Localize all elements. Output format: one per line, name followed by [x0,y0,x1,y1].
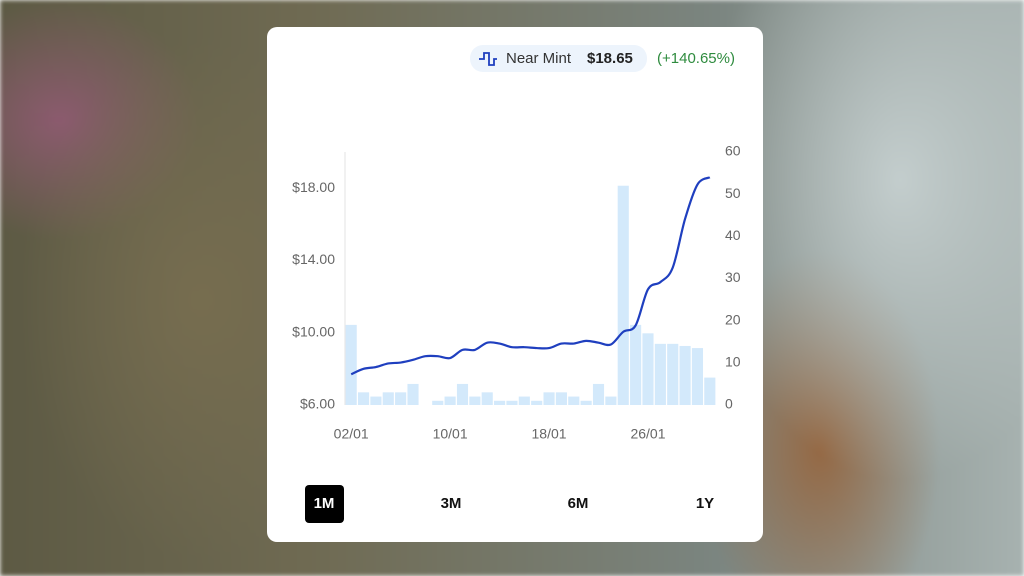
volume-bar [494,400,506,405]
price-line [350,176,711,376]
volume-bar [592,383,605,405]
range-button[interactable]: 1M [314,495,335,512]
y2-tick-label: 60 [725,143,741,159]
volume-bar [605,396,617,405]
price: $18.65 [587,50,633,67]
y-tick-label: $18.00 [292,179,335,195]
condition: Near Mint [506,50,572,67]
volume-bar [469,396,481,405]
volume-bar [630,324,642,405]
volume-bar [357,392,370,405]
x-tick-label: 18/01 [532,426,567,442]
pulse-icon [479,52,497,66]
x-tick-label: 26/01 [630,426,665,442]
y2-tick-label: 0 [725,396,733,412]
volume-bar [382,392,394,405]
card [267,27,763,542]
volume-bar [481,392,493,405]
volume-bar [345,324,357,405]
y2-tick-label: 10 [725,354,741,370]
volume-bar [444,396,456,405]
volume-bar [580,400,592,405]
volume-bar [531,400,543,405]
volume-bar [543,392,555,405]
volume-bar [691,348,704,405]
volume-bar [642,333,654,405]
volume-bar [432,400,444,405]
y2-tick-label: 40 [725,227,741,243]
price-pill [470,45,647,72]
volume-bar [518,396,530,405]
range-button[interactable]: 1Y [696,495,714,512]
y2-tick-label: 30 [725,269,741,285]
y-tick-label: $14.00 [292,251,335,267]
volume-bar [370,396,382,405]
volume-bar [617,185,629,405]
y2-tick-label: 20 [725,311,741,327]
volume-bar [568,396,580,405]
volume-bar [407,383,419,405]
y-tick-label: $6.00 [300,396,335,412]
volume-bar [395,392,407,405]
volume-bar [679,345,691,405]
volume-bar [555,392,567,405]
change: (+140.65%) [657,50,735,67]
range-button[interactable]: 6M [568,495,589,512]
x-tick-label: 02/01 [334,426,369,442]
volume-bar [667,343,679,405]
volume-bar [704,377,716,405]
volume-bar [456,383,469,405]
volume-bar [506,400,518,405]
x-tick-label: 10/01 [433,426,468,442]
volume-bar [654,343,666,405]
range-button[interactable]: 3M [441,495,462,512]
range-button-bg [305,485,344,523]
y-tick-label: $10.00 [292,323,335,339]
y2-tick-label: 50 [725,185,741,201]
